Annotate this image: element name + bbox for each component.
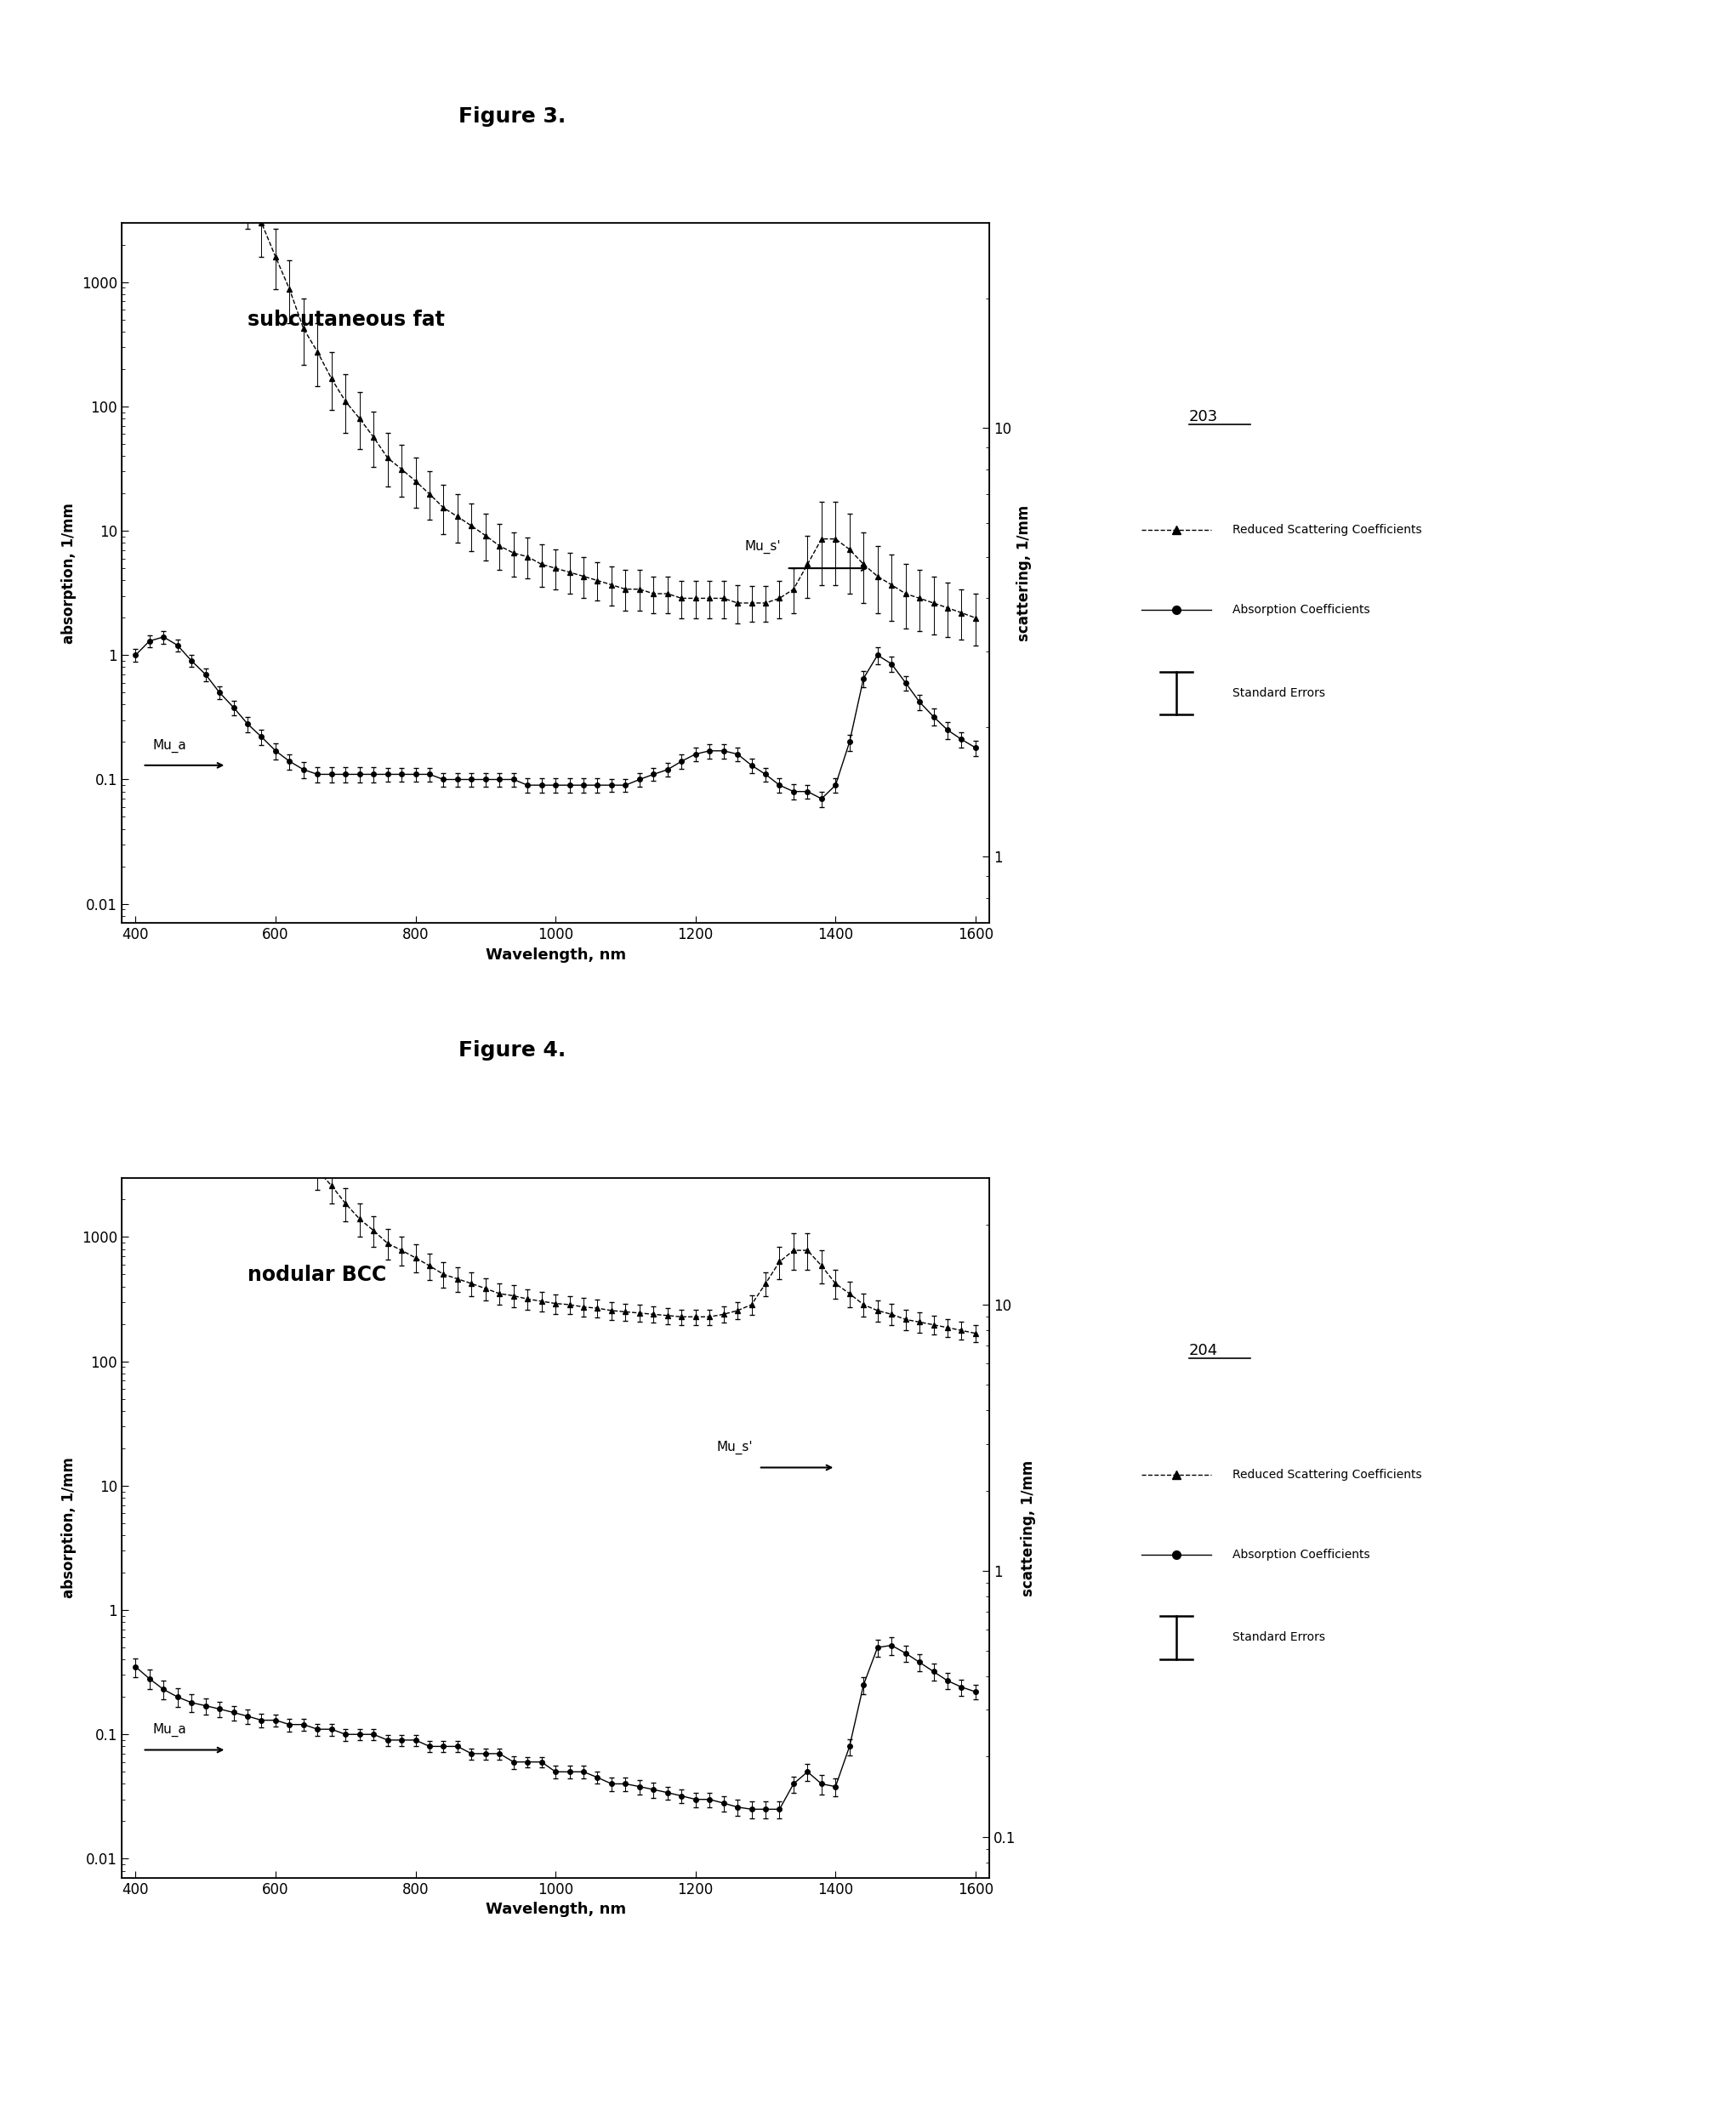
Text: 203: 203 bbox=[1189, 410, 1219, 424]
Text: Mu_s': Mu_s' bbox=[717, 1441, 753, 1454]
X-axis label: Wavelength, nm: Wavelength, nm bbox=[486, 946, 625, 963]
Y-axis label: scattering, 1/mm: scattering, 1/mm bbox=[1021, 1460, 1036, 1596]
Text: Standard Errors: Standard Errors bbox=[1233, 688, 1326, 698]
Y-axis label: absorption, 1/mm: absorption, 1/mm bbox=[61, 503, 76, 643]
Text: nodular BCC: nodular BCC bbox=[248, 1265, 387, 1286]
Y-axis label: scattering, 1/mm: scattering, 1/mm bbox=[1016, 505, 1031, 641]
Text: Mu_s': Mu_s' bbox=[745, 541, 781, 554]
Text: Reduced Scattering Coefficients: Reduced Scattering Coefficients bbox=[1233, 524, 1422, 537]
Text: Mu_a: Mu_a bbox=[153, 1723, 187, 1738]
Text: Figure 3.: Figure 3. bbox=[458, 106, 566, 127]
Text: Reduced Scattering Coefficients: Reduced Scattering Coefficients bbox=[1233, 1468, 1422, 1481]
Text: subcutaneous fat: subcutaneous fat bbox=[248, 310, 444, 331]
Text: Figure 4.: Figure 4. bbox=[458, 1040, 566, 1061]
Text: Standard Errors: Standard Errors bbox=[1233, 1632, 1326, 1642]
Text: Mu_a: Mu_a bbox=[153, 738, 187, 753]
X-axis label: Wavelength, nm: Wavelength, nm bbox=[486, 1901, 625, 1918]
Text: 204: 204 bbox=[1189, 1343, 1219, 1358]
Y-axis label: absorption, 1/mm: absorption, 1/mm bbox=[61, 1458, 76, 1598]
Text: Absorption Coefficients: Absorption Coefficients bbox=[1233, 1549, 1370, 1560]
Text: Absorption Coefficients: Absorption Coefficients bbox=[1233, 605, 1370, 615]
